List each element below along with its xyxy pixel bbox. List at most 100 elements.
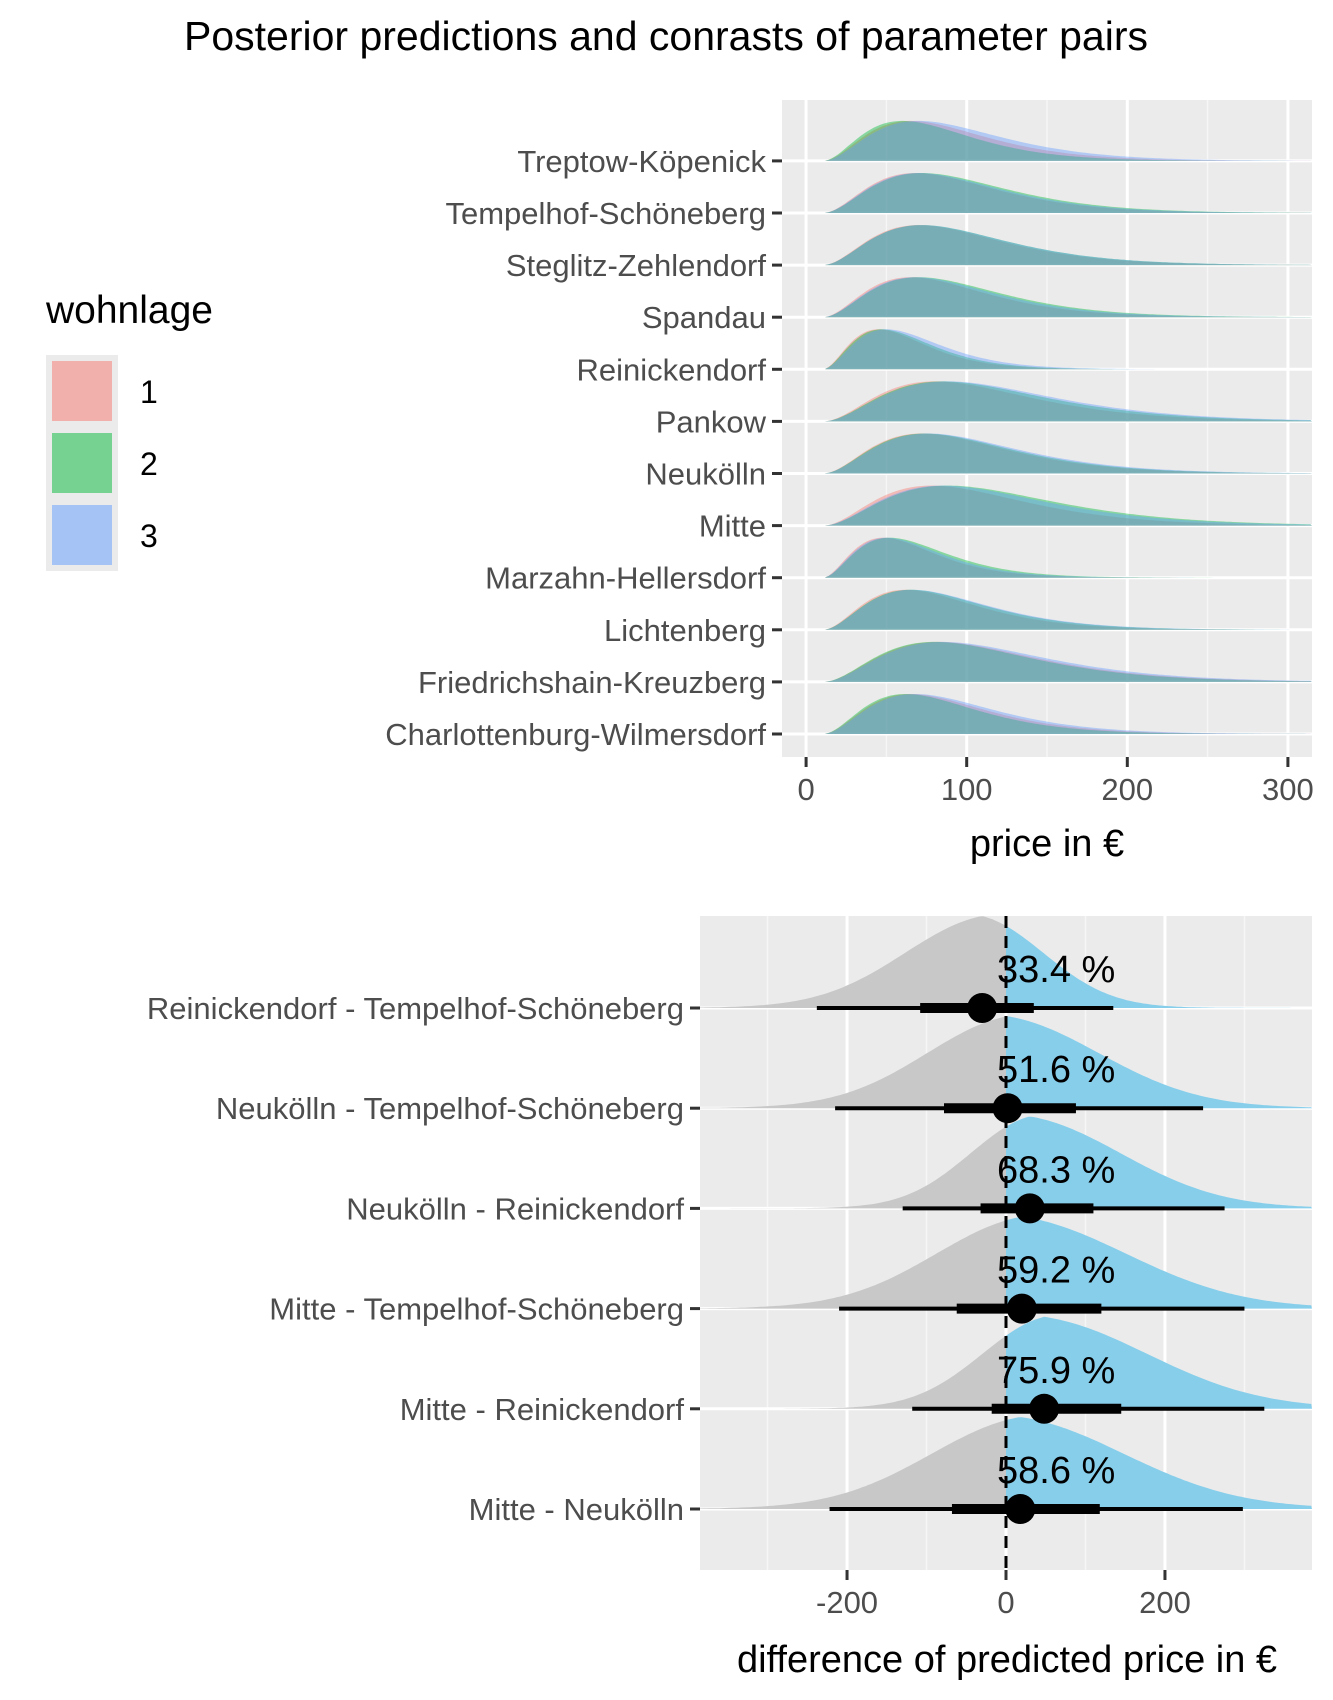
ridge-group-charlottenburg-wilmersdorf xyxy=(825,694,1312,734)
density-mitte-wohnlage-2 xyxy=(825,485,1312,526)
median-point-mitte-reinickendorf xyxy=(1029,1393,1060,1424)
density-below-zero-reinickendorf-tempelhof-schoneberg xyxy=(700,916,1006,1008)
top-y-tick-label-treptow-kopenick: Treptow-Köpenick xyxy=(517,144,766,179)
top-y-tick-label-pankow: Pankow xyxy=(656,404,767,439)
top-x-tick-label-100: 100 xyxy=(941,772,993,807)
density-reinickendorf-wohnlage-1 xyxy=(825,329,1312,370)
density-neukolln-wohnlage-1 xyxy=(825,433,1312,474)
bottom-y-tick-label-mitte-tempelhof-schoneberg: Mitte - Tempelhof-Schöneberg xyxy=(269,1292,684,1327)
density-steglitz-zehlendorf-wohnlage-2 xyxy=(825,225,1312,266)
legend-swatch-3 xyxy=(52,505,112,565)
density-above-zero-neukolln-reinickendorf xyxy=(1006,1116,1312,1209)
bottom-x-axis-title: difference of predicted price in € xyxy=(737,1639,1277,1681)
density-below-zero-mitte-reinickendorf xyxy=(700,1335,1006,1409)
density-friedrichshain-kreuzberg-wohnlage-1 xyxy=(825,641,1312,682)
probability-label-neukolln-tempelhof-schoneberg: 51.6 % xyxy=(997,1049,1115,1091)
bottom-y-tick-label-mitte-reinickendorf: Mitte - Reinickendorf xyxy=(400,1392,685,1427)
density-above-zero-mitte-tempelhof-schoneberg xyxy=(1006,1216,1312,1309)
top-y-tick-label-steglitz-zehlendorf: Steglitz-Zehlendorf xyxy=(506,248,767,283)
legend-swatch-1 xyxy=(52,361,112,421)
contrast-density-neukolln-reinickendorf xyxy=(700,1116,1312,1209)
density-reinickendorf-wohnlage-2 xyxy=(825,329,1312,370)
density-pankow-wohnlage-1 xyxy=(825,381,1312,422)
bottom-y-tick-label-reinickendorf-tempelhof-schoneberg: Reinickendorf - Tempelhof-Schöneberg xyxy=(147,991,684,1026)
ridge-group-reinickendorf xyxy=(825,329,1312,370)
density-marzahn-hellersdorf-wohnlage-3 xyxy=(825,537,1312,578)
bottom-x-tick-label-0: 0 xyxy=(997,1585,1014,1620)
density-pankow-wohnlage-2 xyxy=(825,381,1312,422)
ridge-group-friedrichshain-kreuzberg xyxy=(825,641,1312,682)
probability-label-mitte-reinickendorf: 75.9 % xyxy=(997,1350,1115,1392)
density-above-zero-neukolln-tempelhof-schoneberg xyxy=(1006,1016,1312,1109)
density-marzahn-hellersdorf-wohnlage-2 xyxy=(825,537,1312,578)
contrast-density-mitte-tempelhof-schoneberg xyxy=(700,1216,1312,1309)
bottom-y-tick-label-mitte-neukolln: Mitte - Neukölln xyxy=(469,1492,684,1527)
density-charlottenburg-wilmersdorf-wohnlage-3 xyxy=(825,694,1312,734)
density-steglitz-zehlendorf-wohnlage-3 xyxy=(825,225,1312,266)
median-point-reinickendorf-tempelhof-schoneberg xyxy=(967,993,998,1023)
density-lichtenberg-wohnlage-1 xyxy=(825,589,1312,630)
top-y-tick-label-lichtenberg: Lichtenberg xyxy=(604,613,766,648)
contrast-panel: 58.6 % 75.9 % 59.2 % 68.3 % 51.6 % 33.4 % Mit… xyxy=(147,916,1312,1681)
top-x-axis-title: price in € xyxy=(970,823,1124,865)
density-lichtenberg-wohnlage-2 xyxy=(825,589,1312,630)
top-y-tick-label-reinickendorf: Reinickendorf xyxy=(576,352,766,387)
density-below-zero-neukolln-tempelhof-schoneberg xyxy=(700,1016,1006,1109)
ridge-group-pankow xyxy=(825,381,1312,422)
density-neukolln-wohnlage-2 xyxy=(825,433,1312,474)
top-x-tick-label-0: 0 xyxy=(797,772,814,807)
legend: wohnlage 1 2 3 xyxy=(45,289,213,571)
top-y-tick-label-spandau: Spandau xyxy=(642,300,766,335)
density-tempelhof-schoneberg-wohnlage-3 xyxy=(825,173,1312,213)
top-y-tick-label-tempelhof-schoneberg: Tempelhof-Schöneberg xyxy=(445,196,766,231)
density-mitte-wohnlage-3 xyxy=(825,485,1312,526)
probability-label-mitte-neukolln: 58.6 % xyxy=(997,1450,1115,1492)
density-below-zero-mitte-neukolln xyxy=(700,1420,1006,1509)
figure-title: Posterior predictions and conrasts of pa… xyxy=(184,13,1148,59)
density-reinickendorf-wohnlage-3 xyxy=(825,329,1312,370)
ridge-group-lichtenberg xyxy=(825,589,1312,630)
density-lichtenberg-wohnlage-3 xyxy=(825,589,1312,630)
contrast-density-mitte-reinickendorf xyxy=(700,1316,1312,1409)
top-y-tick-label-mitte: Mitte xyxy=(699,509,766,544)
legend-title: wohnlage xyxy=(45,289,213,332)
density-pankow-wohnlage-3 xyxy=(825,381,1312,422)
density-charlottenburg-wilmersdorf-wohnlage-1 xyxy=(825,694,1312,734)
density-treptow-kopenick-wohnlage-2 xyxy=(825,120,1312,161)
legend-label-2: 2 xyxy=(140,446,158,482)
ridge-group-treptow-kopenick xyxy=(825,120,1312,161)
density-spandau-wohnlage-2 xyxy=(825,277,1312,318)
top-y-tick-label-charlottenburg-wilmersdorf: Charlottenburg-Wilmersdorf xyxy=(385,717,766,752)
density-tempelhof-schoneberg-wohnlage-1 xyxy=(825,173,1312,213)
density-steglitz-zehlendorf-wohnlage-1 xyxy=(825,225,1312,266)
density-friedrichshain-kreuzberg-wohnlage-2 xyxy=(825,641,1312,682)
top-y-tick-label-marzahn-hellersdorf: Marzahn-Hellersdorf xyxy=(485,561,766,596)
density-tempelhof-schoneberg-wohnlage-2 xyxy=(825,173,1312,213)
density-spandau-wohnlage-3 xyxy=(825,277,1312,318)
bottom-x-tick-label-200: 200 xyxy=(1139,1585,1191,1620)
top-x-tick-label-300: 300 xyxy=(1262,772,1314,807)
ridge-group-tempelhof-schoneberg xyxy=(825,173,1312,213)
density-below-zero-neukolln-reinickendorf xyxy=(700,1126,1006,1209)
density-above-zero-reinickendorf-tempelhof-schoneberg xyxy=(1006,925,1312,1008)
bottom-x-tick-label--200: -200 xyxy=(816,1585,878,1620)
density-spandau-wohnlage-1 xyxy=(825,277,1312,318)
density-treptow-kopenick-wohnlage-3 xyxy=(825,120,1312,161)
density-treptow-kopenick-wohnlage-1 xyxy=(825,120,1312,161)
bottom-y-tick-label-neukolln-reinickendorf: Neukölln - Reinickendorf xyxy=(346,1191,684,1226)
density-charlottenburg-wilmersdorf-wohnlage-2 xyxy=(825,694,1312,734)
probability-label-mitte-tempelhof-schoneberg: 59.2 % xyxy=(997,1250,1115,1292)
median-point-mitte-neukolln xyxy=(1005,1494,1036,1524)
median-point-neukolln-reinickendorf xyxy=(1014,1193,1045,1224)
density-above-zero-mitte-reinickendorf xyxy=(1006,1316,1312,1409)
top-y-tick-label-neukolln: Neukölln xyxy=(645,457,766,492)
contrast-density-neukolln-tempelhof-schoneberg xyxy=(700,1016,1312,1109)
density-neukolln-wohnlage-3 xyxy=(825,433,1312,474)
density-below-zero-mitte-tempelhof-schoneberg xyxy=(700,1220,1006,1309)
ridgeline-panel: Charlottenburg-Wilmersdorf Friedrichshain… xyxy=(385,100,1314,865)
legend-swatch-2 xyxy=(52,433,112,493)
density-above-zero-mitte-neukolln xyxy=(1006,1417,1312,1509)
median-point-neukolln-tempelhof-schoneberg xyxy=(992,1093,1023,1124)
ridge-group-neukolln xyxy=(825,433,1312,474)
